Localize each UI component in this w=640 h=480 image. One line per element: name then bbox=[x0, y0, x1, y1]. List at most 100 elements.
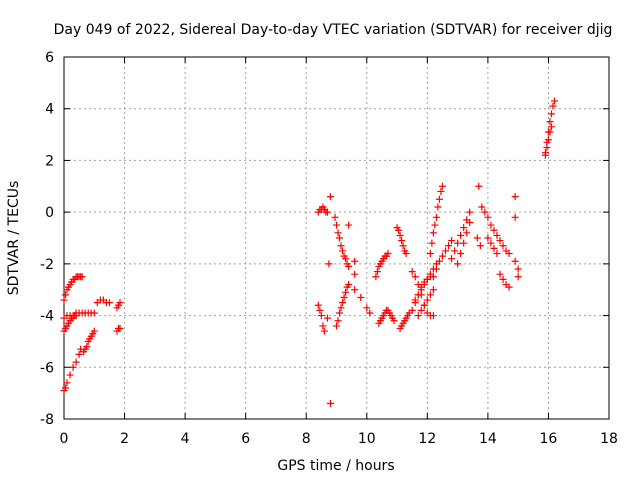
x-tick-label: 12 bbox=[418, 431, 436, 447]
data-point bbox=[342, 288, 350, 296]
data-point bbox=[411, 273, 419, 281]
data-point bbox=[66, 371, 74, 379]
data-points bbox=[60, 97, 558, 407]
data-point bbox=[326, 193, 334, 201]
data-point bbox=[337, 304, 345, 312]
data-point bbox=[72, 358, 80, 366]
grid-lines bbox=[64, 57, 609, 419]
data-point bbox=[511, 213, 519, 221]
data-point bbox=[396, 231, 404, 239]
data-point bbox=[323, 208, 331, 216]
data-point bbox=[434, 203, 442, 211]
data-point bbox=[384, 250, 392, 258]
data-point bbox=[484, 213, 492, 221]
data-point bbox=[481, 208, 489, 216]
data-point bbox=[457, 231, 465, 239]
data-point bbox=[351, 270, 359, 278]
y-tick-label: 2 bbox=[45, 153, 54, 169]
data-point bbox=[62, 384, 70, 392]
data-point bbox=[432, 213, 440, 221]
data-point bbox=[499, 275, 507, 283]
data-point bbox=[390, 317, 398, 325]
data-point bbox=[363, 304, 371, 312]
data-point bbox=[69, 363, 77, 371]
data-point bbox=[457, 250, 465, 258]
data-point bbox=[496, 237, 504, 245]
data-point bbox=[75, 350, 83, 358]
data-point bbox=[454, 260, 462, 268]
data-point bbox=[429, 312, 437, 320]
data-point bbox=[463, 229, 471, 237]
y-tick-label: -4 bbox=[40, 309, 54, 325]
data-point bbox=[408, 268, 416, 276]
data-point bbox=[460, 224, 468, 232]
data-point bbox=[429, 229, 437, 237]
data-point bbox=[334, 317, 342, 325]
data-point bbox=[60, 296, 68, 304]
data-point bbox=[342, 255, 350, 263]
data-point bbox=[490, 244, 498, 252]
data-point bbox=[408, 306, 416, 314]
data-point bbox=[551, 97, 558, 105]
data-point bbox=[317, 312, 325, 320]
data-point bbox=[90, 327, 98, 335]
data-point bbox=[414, 312, 422, 320]
y-tick-label: -8 bbox=[40, 412, 54, 428]
data-point bbox=[333, 322, 340, 330]
y-tick-label: 4 bbox=[45, 102, 54, 118]
data-point bbox=[547, 123, 555, 131]
data-point bbox=[484, 234, 492, 242]
data-point bbox=[505, 283, 513, 291]
data-point bbox=[339, 299, 347, 307]
data-point bbox=[478, 203, 486, 211]
data-point bbox=[429, 286, 437, 294]
data-point bbox=[366, 309, 374, 317]
data-point bbox=[83, 343, 91, 351]
data-point bbox=[442, 247, 449, 255]
data-point bbox=[546, 128, 554, 136]
data-point bbox=[445, 242, 453, 250]
data-point bbox=[340, 293, 348, 301]
data-point bbox=[372, 273, 380, 281]
data-point bbox=[438, 182, 446, 190]
data-point bbox=[547, 110, 555, 118]
data-point bbox=[493, 250, 501, 258]
data-point bbox=[437, 187, 445, 195]
data-point bbox=[345, 262, 353, 270]
x-axis-label: GPS time / hours bbox=[277, 458, 394, 474]
data-point bbox=[499, 242, 507, 250]
data-point bbox=[460, 239, 468, 247]
data-point bbox=[337, 242, 345, 250]
x-axis-tick-labels: 0 2 4 6 8 10 12 14 16 18 bbox=[60, 431, 618, 447]
plot-frame bbox=[63, 56, 610, 420]
data-point bbox=[420, 301, 428, 309]
data-point bbox=[336, 309, 344, 317]
data-point bbox=[373, 268, 381, 276]
data-point bbox=[314, 301, 322, 309]
data-point bbox=[429, 273, 437, 281]
y-axis-tick-labels: -8 -6 -4 -2 0 2 4 6 bbox=[40, 50, 54, 428]
data-point bbox=[116, 299, 124, 307]
data-point bbox=[351, 286, 359, 294]
data-point bbox=[331, 213, 339, 221]
data-point bbox=[493, 231, 501, 239]
data-point bbox=[417, 283, 425, 291]
data-point bbox=[505, 250, 513, 258]
data-point bbox=[541, 151, 549, 159]
x-tick-label: 10 bbox=[358, 431, 376, 447]
data-point bbox=[414, 291, 422, 299]
x-tick-label: 18 bbox=[600, 431, 618, 447]
data-point bbox=[345, 281, 353, 289]
chart-title: Day 049 of 2022, Sidereal Day-to-day VTE… bbox=[54, 22, 613, 38]
x-tick-label: 8 bbox=[302, 431, 311, 447]
data-point bbox=[438, 252, 446, 260]
data-point bbox=[435, 195, 443, 203]
data-point bbox=[399, 242, 407, 250]
data-point bbox=[316, 306, 324, 314]
data-point bbox=[431, 221, 439, 229]
x-tick-label: 0 bbox=[60, 431, 69, 447]
x-tick-label: 2 bbox=[120, 431, 129, 447]
data-point bbox=[476, 242, 484, 250]
data-point bbox=[473, 234, 481, 242]
data-point bbox=[496, 270, 504, 278]
